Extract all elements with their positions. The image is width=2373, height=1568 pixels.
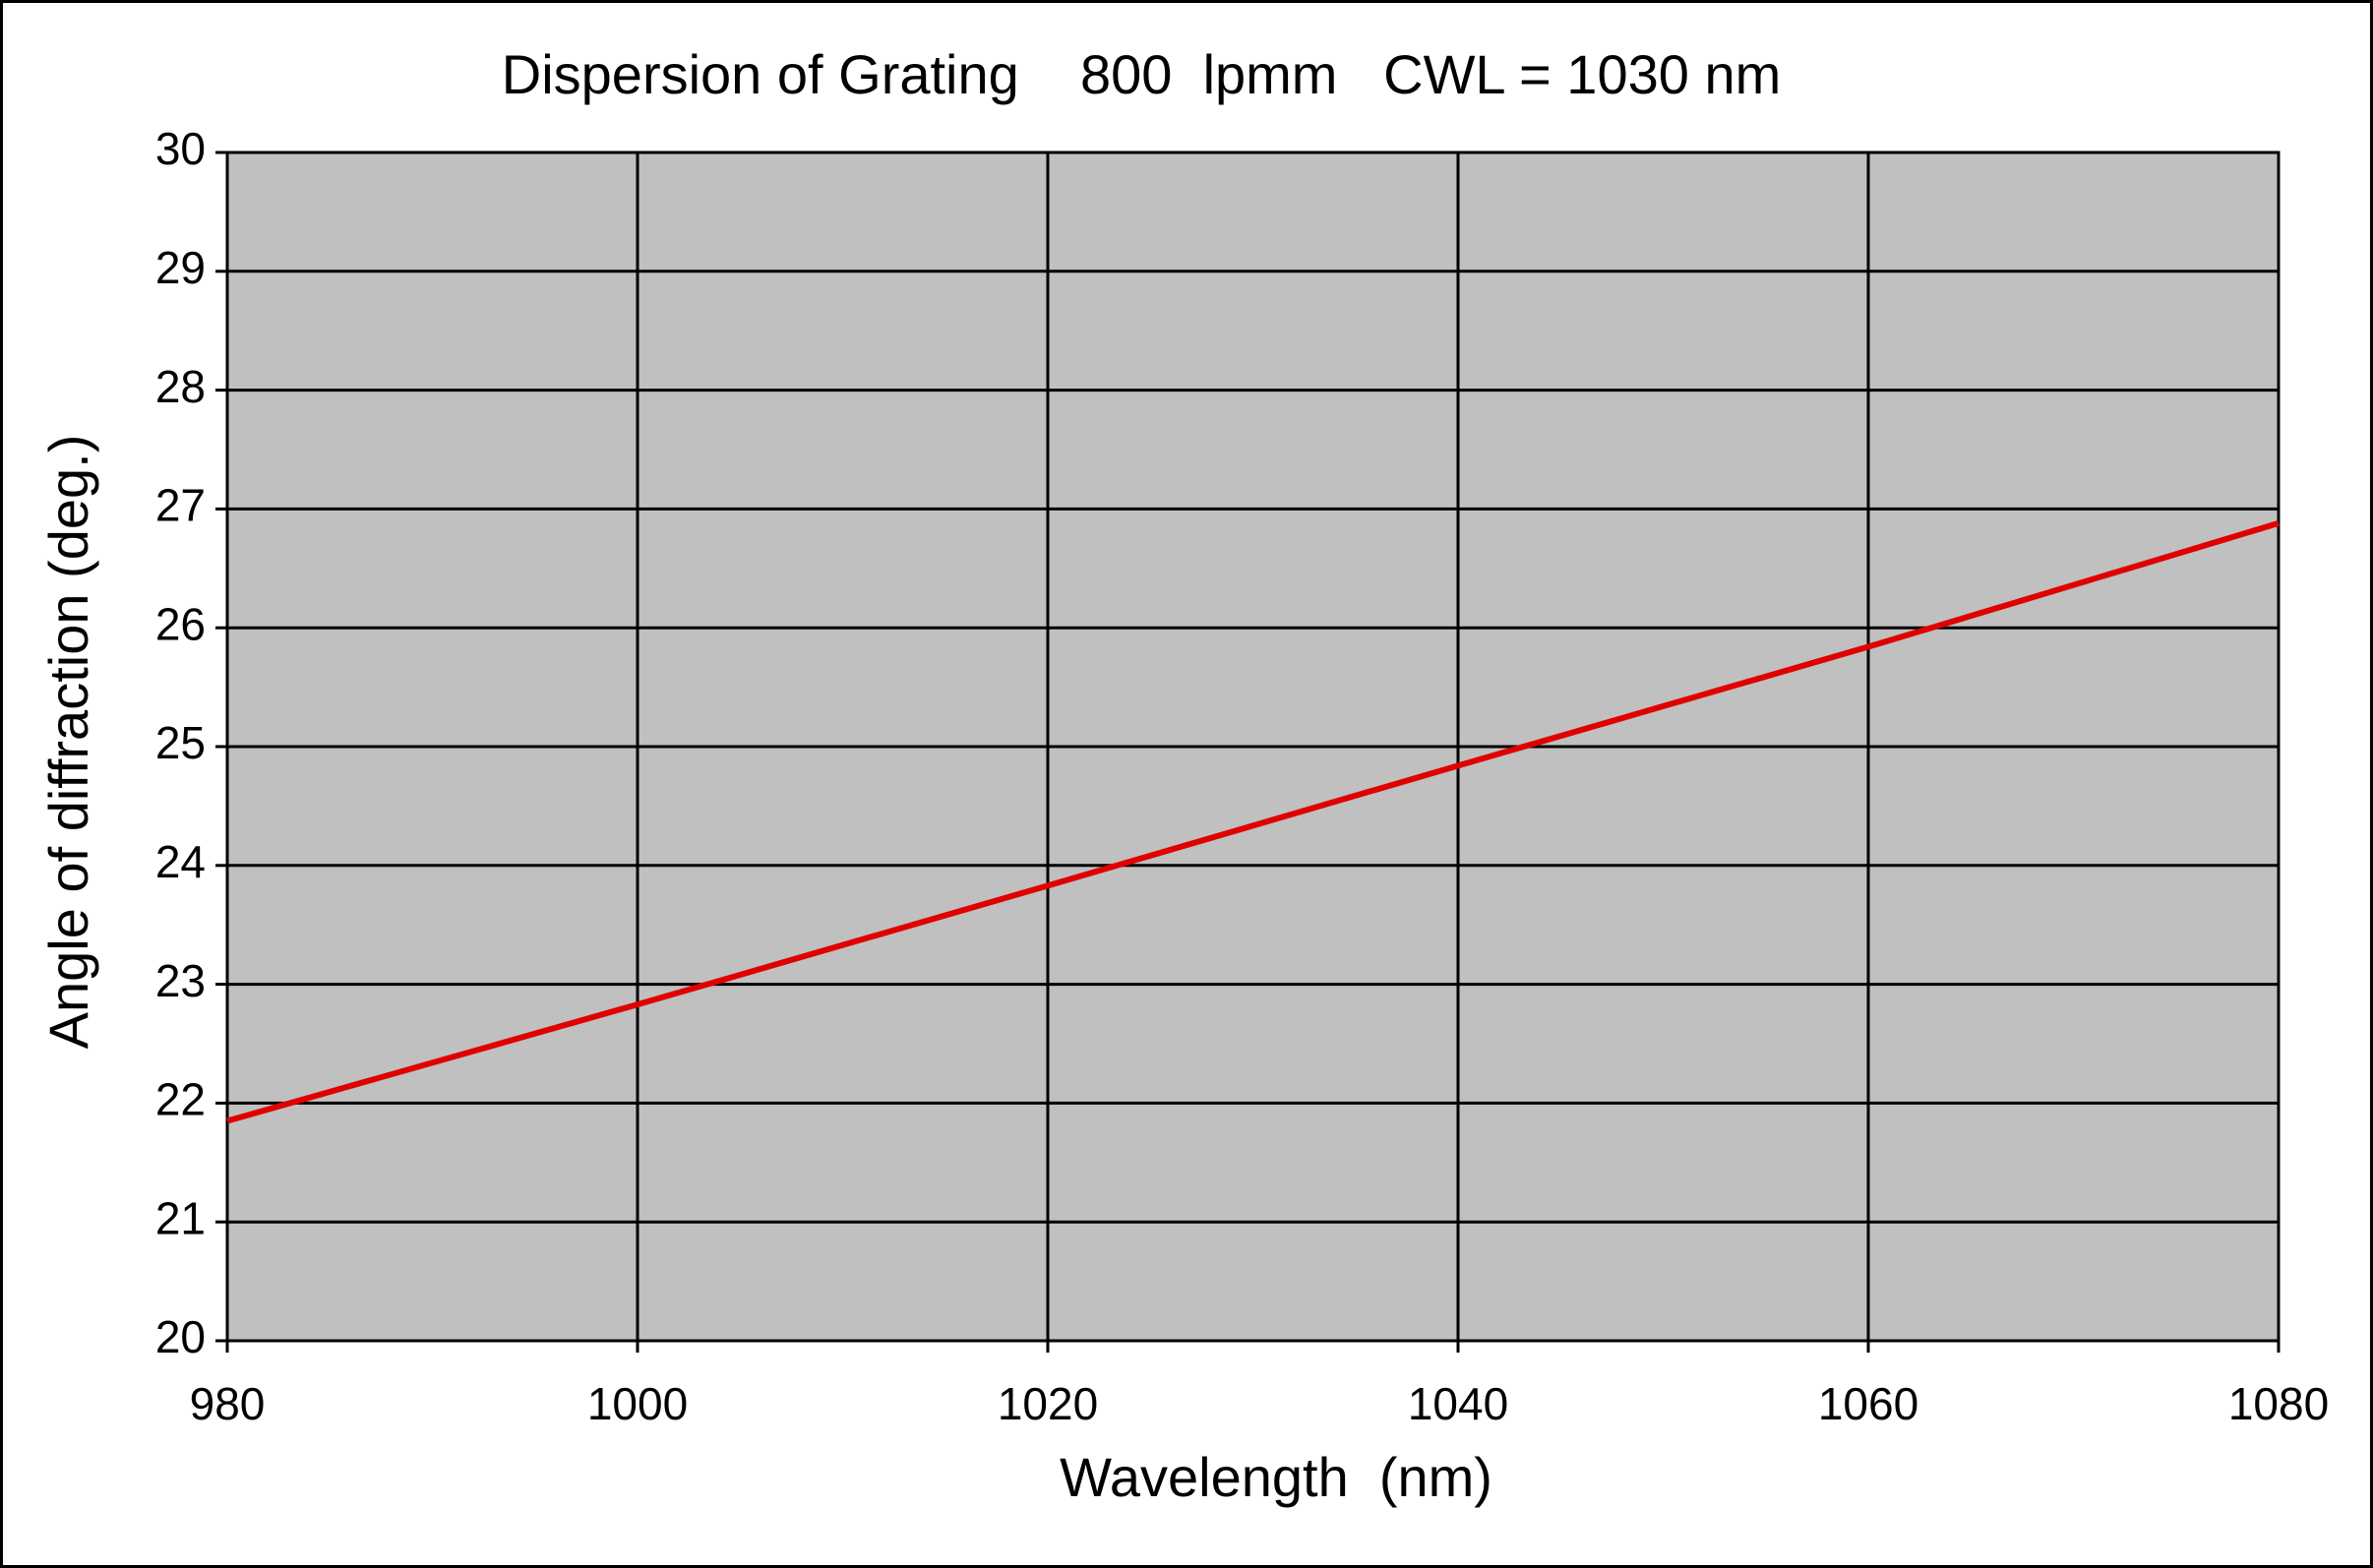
y-axis-label: Angle of diffraction (deg.): [37, 435, 99, 1050]
x-tick-label: 1060: [1818, 1378, 1918, 1429]
x-tick-label: 1000: [587, 1378, 688, 1429]
y-tick-label: 25: [155, 717, 206, 768]
y-tick-label: 20: [155, 1311, 206, 1362]
x-tick-label: 1020: [998, 1378, 1098, 1429]
x-tick-label: 1040: [1408, 1378, 1508, 1429]
plot-area: 20 21 22 23 24 25 26 27 28 29 30 980 1000 1020 1040 106…: [155, 123, 2329, 1429]
x-tick-label: 980: [190, 1378, 266, 1429]
data-line: [226, 520, 2280, 1124]
y-tick-label: 24: [155, 836, 206, 887]
y-tick-label: 27: [155, 480, 206, 531]
plot-border: [225, 151, 2281, 1343]
x-axis-label: Wavelength (nm): [1060, 1446, 1492, 1508]
chart-title: Dispersion of Grating 800 lpmm CWL = 103…: [502, 43, 1781, 105]
y-tick-label: 23: [155, 955, 206, 1006]
y-tick-label: 21: [155, 1192, 206, 1243]
y-tick-label: 28: [155, 361, 206, 412]
y-tick-label: 22: [155, 1074, 206, 1125]
y-tick-label: 30: [155, 123, 206, 174]
y-tick-label: 29: [155, 242, 206, 293]
y-tick-label: 26: [155, 598, 206, 649]
x-tick-label: 1080: [2228, 1378, 2329, 1429]
